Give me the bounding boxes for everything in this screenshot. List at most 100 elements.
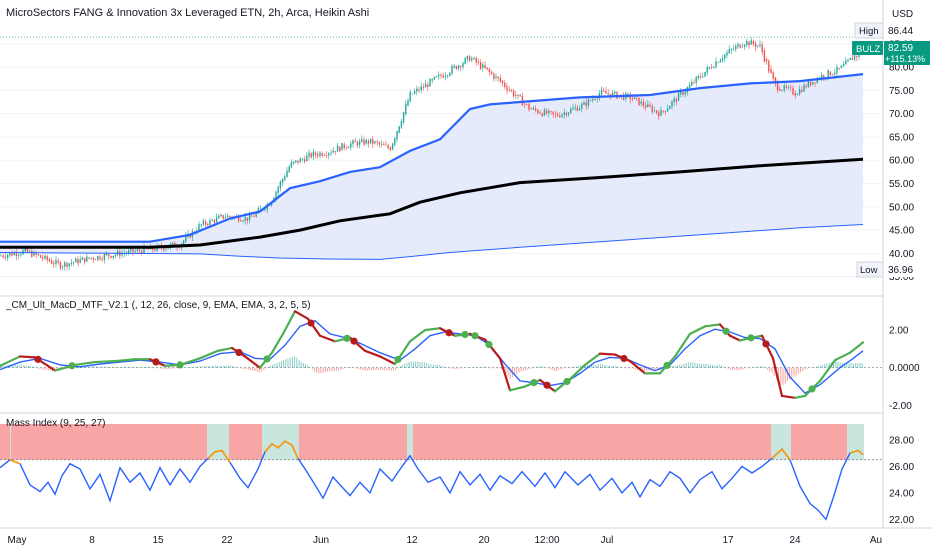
histogram-bar[interactable] (192, 366, 194, 368)
candle-body[interactable] (528, 104, 530, 110)
candle-body[interactable] (343, 144, 345, 149)
crossover-dot[interactable] (530, 378, 538, 387)
histogram-bar[interactable] (569, 367, 571, 368)
histogram-bar[interactable] (375, 367, 377, 371)
histogram-bar[interactable] (533, 367, 535, 369)
candle-body[interactable] (53, 263, 55, 265)
candle-body[interactable] (420, 86, 422, 91)
macd-segment[interactable] (673, 332, 692, 358)
histogram-bar[interactable] (793, 367, 795, 377)
histogram-bar[interactable] (386, 367, 388, 371)
mass-spike-segment[interactable] (277, 440, 286, 449)
histogram-bar[interactable] (586, 365, 588, 368)
histogram-bar[interactable] (617, 366, 619, 368)
candle-body[interactable] (737, 44, 739, 47)
histogram-bar[interactable] (701, 363, 703, 368)
candle-body[interactable] (680, 91, 682, 95)
histogram-bar[interactable] (808, 367, 810, 369)
histogram-bar[interactable] (131, 366, 133, 368)
histogram-bar[interactable] (201, 366, 203, 368)
candle-body[interactable] (365, 139, 367, 144)
macd-segment[interactable] (73, 360, 97, 367)
histogram-bar[interactable] (522, 367, 524, 371)
candle-body[interactable] (75, 258, 77, 263)
candle-body[interactable] (664, 110, 667, 112)
candle-body[interactable] (757, 45, 759, 47)
candle-body[interactable] (341, 143, 343, 151)
histogram-bar[interactable] (507, 367, 509, 377)
mass-spike-segment[interactable] (214, 449, 223, 453)
histogram-bar[interactable] (452, 367, 454, 369)
histogram-bar[interactable] (437, 364, 439, 368)
candle-body[interactable] (517, 94, 519, 96)
histogram-bar[interactable] (234, 366, 236, 368)
macd-segment[interactable] (508, 385, 527, 392)
histogram-bar[interactable] (753, 367, 755, 368)
histogram-bar[interactable] (120, 366, 122, 368)
candle-body[interactable] (827, 70, 829, 78)
histogram-bar[interactable] (232, 365, 234, 368)
candle-body[interactable] (816, 78, 818, 83)
mass-spike-segment[interactable] (221, 450, 231, 463)
histogram-bar[interactable] (641, 367, 643, 371)
macd-segment[interactable] (833, 351, 852, 362)
candle-body[interactable] (578, 108, 581, 111)
histogram-bar[interactable] (241, 367, 243, 369)
candle-body[interactable] (240, 220, 242, 222)
histogram-bar[interactable] (366, 367, 368, 371)
histogram-bar[interactable] (188, 367, 190, 368)
histogram-bar[interactable] (140, 367, 142, 368)
candle-body[interactable] (218, 215, 220, 219)
candle-body[interactable] (369, 138, 372, 144)
candle-body[interactable] (790, 87, 792, 89)
candle-body[interactable] (499, 77, 502, 82)
histogram-bar[interactable] (124, 366, 126, 368)
histogram-bar[interactable] (566, 367, 568, 369)
histogram-bar[interactable] (441, 365, 443, 368)
candle-body[interactable] (198, 224, 200, 232)
histogram-bar[interactable] (747, 367, 749, 369)
histogram-bar[interactable] (758, 366, 760, 368)
histogram-bar[interactable] (406, 362, 408, 368)
candle-body[interactable] (68, 263, 70, 267)
histogram-bar[interactable] (228, 365, 230, 368)
histogram-bar[interactable] (245, 367, 247, 370)
mass-spike-segment[interactable] (271, 443, 279, 449)
candle-body[interactable] (510, 90, 513, 92)
histogram-bar[interactable] (129, 366, 131, 368)
histogram-bar[interactable] (239, 367, 241, 369)
candle-body[interactable] (561, 114, 563, 117)
candle-body[interactable] (402, 112, 405, 123)
candle-body[interactable] (794, 93, 796, 96)
candle-body[interactable] (295, 160, 297, 162)
crossover-dot[interactable] (68, 362, 76, 370)
candle-body[interactable] (431, 79, 433, 81)
histogram-bar[interactable] (749, 367, 751, 369)
histogram-bar[interactable] (162, 367, 164, 370)
histogram-bar[interactable] (857, 363, 859, 368)
histogram-bar[interactable] (1, 365, 3, 368)
histogram-bar[interactable] (12, 364, 14, 368)
candle-body[interactable] (0, 255, 2, 257)
mass-spike-segment[interactable] (857, 449, 864, 456)
candle-body[interactable] (798, 88, 801, 95)
price-scale[interactable]: 35.00 40.00 45.00 50.00 55.00 60.00 65.00 70.00… (889, 39, 920, 526)
candle-body[interactable] (809, 82, 812, 86)
candle-body[interactable] (50, 260, 53, 264)
upper-band-line[interactable] (0, 73, 864, 243)
histogram-bar[interactable] (428, 363, 430, 368)
candle-body[interactable] (770, 69, 772, 74)
candle-body[interactable] (669, 106, 671, 110)
histogram-bar[interactable] (764, 367, 766, 369)
candle-body[interactable] (490, 71, 493, 75)
histogram-bar[interactable] (560, 367, 562, 370)
candle-body[interactable] (640, 101, 642, 104)
candle-body[interactable] (831, 74, 834, 76)
histogram-bar[interactable] (151, 366, 153, 368)
candle-body[interactable] (361, 139, 363, 142)
histogram-bar[interactable] (720, 365, 722, 368)
candle-body[interactable] (534, 108, 537, 111)
histogram-bar[interactable] (221, 365, 223, 368)
candle-body[interactable] (394, 138, 396, 145)
histogram-bar[interactable] (815, 366, 817, 368)
